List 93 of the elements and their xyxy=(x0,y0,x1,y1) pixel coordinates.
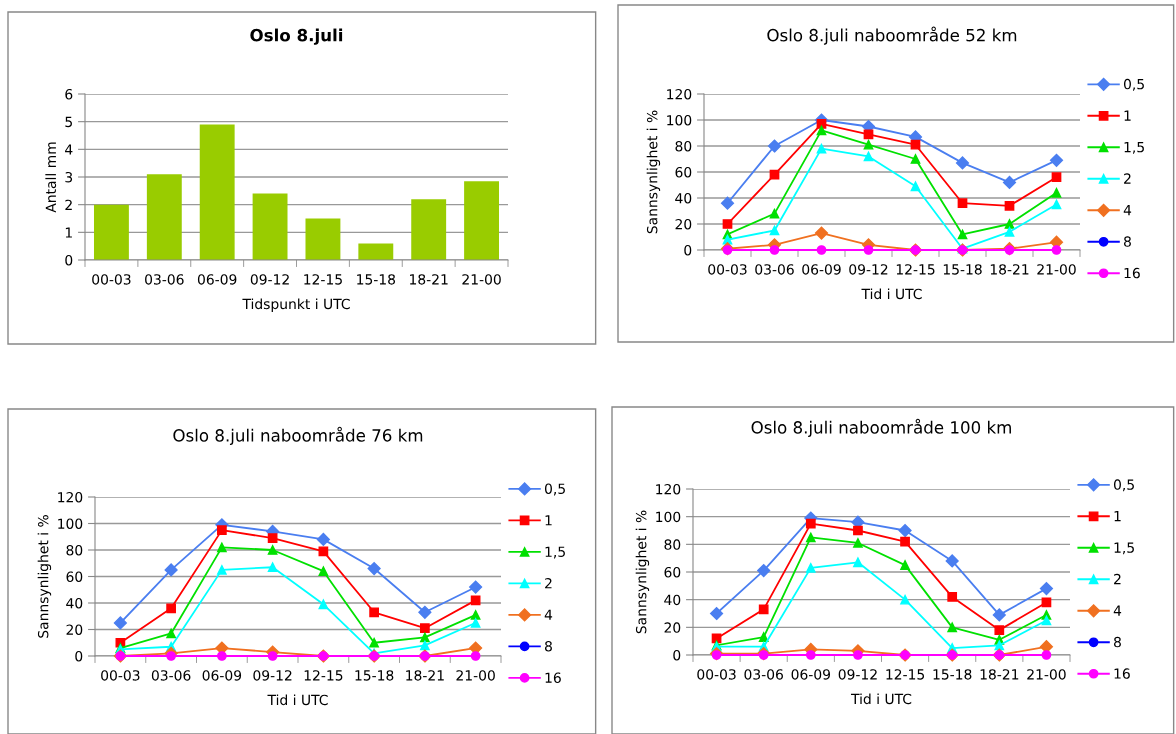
y-axis-title: Sannsynlighet i % xyxy=(635,510,650,634)
x-tick-label: 12-15 xyxy=(886,669,925,680)
legend-label: 16 xyxy=(545,672,561,683)
legend-label: 4 xyxy=(544,609,553,620)
legend-label: 16 xyxy=(1124,267,1140,279)
x-tick-label: 15-18 xyxy=(933,669,972,680)
y-axis-title: Sannsynlighet i % xyxy=(37,515,52,638)
y-tick-label: 40 xyxy=(66,597,83,609)
chart-title: Oslo 8.juli xyxy=(250,28,343,45)
x-tick-label: 12-15 xyxy=(304,274,342,285)
y-tick-label: 80 xyxy=(675,140,692,152)
chart-title: Oslo 8.juli naboområde 100 km xyxy=(751,418,1011,437)
y-tick-label: 1 xyxy=(65,227,72,238)
x-tick-label: 21-00 xyxy=(1037,264,1076,275)
x-tick-label: 12-15 xyxy=(304,670,343,681)
x-tick-label: 09-12 xyxy=(838,669,877,680)
y-tick-label: 0 xyxy=(65,254,73,266)
x-tick-label: 21-00 xyxy=(456,670,495,681)
x-axis-title: Tid i UTC xyxy=(850,693,912,705)
y-axis-title: Sannsynlighet i % xyxy=(646,110,661,234)
x-tick-label: 03-06 xyxy=(744,669,783,680)
legend-label: 2 xyxy=(1114,573,1121,585)
y-tick-label: 6 xyxy=(65,88,73,100)
legend-label: 0,5 xyxy=(1113,479,1134,492)
legend-label: 1,5 xyxy=(1124,142,1144,154)
legend-label: 8 xyxy=(545,640,552,652)
y-tick-label: 80 xyxy=(66,544,83,556)
y-tick-label: 60 xyxy=(675,166,692,178)
y-axis-title: Antall mm xyxy=(45,142,57,213)
x-tick-label: 21-00 xyxy=(462,274,501,285)
x-tick-label: 06-09 xyxy=(802,264,841,275)
legend-label: 4 xyxy=(1113,605,1122,616)
x-tick-label: 09-12 xyxy=(253,670,292,681)
x-tick-label: 18-21 xyxy=(990,264,1029,275)
y-tick-label: 4 xyxy=(65,144,73,155)
x-tick-label: 15-18 xyxy=(355,670,394,681)
y-tick-label: 120 xyxy=(58,491,83,503)
x-tick-label: 18-21 xyxy=(980,669,1019,680)
legend-label: 1,5 xyxy=(545,546,565,559)
x-tick-label: 03-06 xyxy=(151,670,191,681)
x-tick-label: 18-21 xyxy=(406,670,444,681)
legend-label: 16 xyxy=(1114,668,1130,679)
x-tick-label: 21-00 xyxy=(1027,669,1066,680)
y-tick-label: 0 xyxy=(684,244,692,256)
y-tick-label: 100 xyxy=(667,114,692,126)
y-tick-label: 100 xyxy=(656,511,681,523)
legend-label: 0,5 xyxy=(544,483,565,496)
x-tick-label: 00-03 xyxy=(92,274,131,285)
legend-label: 1,5 xyxy=(1114,542,1134,555)
chart-title: Oslo 8.juli naboområde 76 km xyxy=(173,426,423,445)
y-tick-label: 120 xyxy=(656,483,681,495)
y-tick-label: 20 xyxy=(66,624,83,635)
y-tick-label: 40 xyxy=(664,594,681,606)
legend-label: 2 xyxy=(545,577,552,589)
legend-label: 1 xyxy=(545,515,552,526)
x-tick-label: 18-21 xyxy=(410,274,448,285)
x-tick-label: 00-03 xyxy=(697,669,736,680)
legend-label: 0,5 xyxy=(1123,78,1144,91)
y-tick-label: 100 xyxy=(58,518,83,529)
y-tick-label: 60 xyxy=(66,571,83,582)
y-tick-label: 60 xyxy=(664,566,681,578)
y-tick-label: 2 xyxy=(65,199,72,210)
x-tick-label: 09-12 xyxy=(849,264,888,275)
x-tick-label: 03-06 xyxy=(145,274,184,285)
x-tick-label: 15-18 xyxy=(943,264,982,275)
legend-label: 4 xyxy=(1123,205,1132,216)
y-tick-label: 5 xyxy=(65,116,72,128)
x-tick-label: 03-06 xyxy=(755,264,794,275)
legend-label: 1 xyxy=(1114,511,1121,522)
x-tick-label: 00-03 xyxy=(708,264,747,275)
chart-title: Oslo 8.juli naboområde 52 km xyxy=(767,26,1017,45)
x-tick-label: 09-12 xyxy=(250,274,289,285)
x-tick-label: 06-09 xyxy=(197,274,237,285)
y-tick-label: 20 xyxy=(675,218,692,230)
x-axis-title: Tid i UTC xyxy=(861,288,922,300)
y-tick-label: 40 xyxy=(675,192,692,204)
y-tick-label: 0 xyxy=(75,650,83,662)
y-tick-label: 0 xyxy=(673,649,681,661)
legend-label: 8 xyxy=(1124,236,1131,247)
x-tick-label: 00-03 xyxy=(101,670,140,681)
x-axis-title: Tidspunkt i UTC xyxy=(242,298,350,312)
legend-label: 2 xyxy=(1124,173,1131,184)
x-axis-title: Tid i UTC xyxy=(267,694,328,706)
x-tick-label: 12-15 xyxy=(896,264,935,275)
y-tick-label: 120 xyxy=(667,88,692,100)
x-tick-label: 06-09 xyxy=(202,670,242,681)
y-tick-label: 20 xyxy=(664,622,681,633)
y-tick-label: 80 xyxy=(664,539,681,550)
y-tick-label: 3 xyxy=(65,171,73,183)
legend-label: 1 xyxy=(1124,110,1131,121)
legend-label: 8 xyxy=(1114,636,1121,648)
x-tick-label: 06-09 xyxy=(791,669,831,680)
x-tick-label: 15-18 xyxy=(357,274,396,285)
